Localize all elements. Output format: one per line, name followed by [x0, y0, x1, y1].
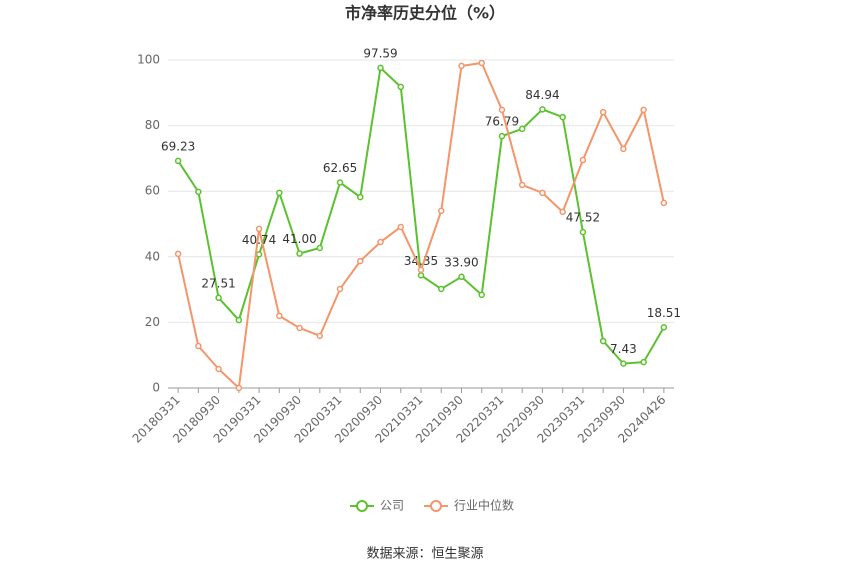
data-label: 27.51: [201, 276, 235, 290]
point: [498, 132, 506, 140]
point: [235, 316, 243, 324]
data-label: 76.79: [485, 115, 519, 129]
data-label: 33.90: [444, 255, 478, 269]
point: [579, 228, 587, 236]
point: [559, 208, 566, 216]
point: [174, 157, 182, 165]
point: [255, 225, 263, 233]
point: [458, 62, 465, 70]
y-tick-label: 100: [137, 53, 160, 67]
point: [478, 59, 485, 67]
point: [276, 312, 283, 320]
chart-title: 市净率历史分位（%）: [345, 4, 505, 23]
point: [296, 250, 303, 257]
point: [417, 266, 425, 274]
legend-item: 公司: [350, 499, 404, 513]
data-label: 40.74: [242, 233, 276, 247]
data-label: 41.00: [282, 232, 316, 246]
data-label: 34.35: [404, 254, 438, 268]
point: [539, 189, 546, 197]
point: [357, 257, 364, 265]
point: [336, 285, 344, 293]
point: [660, 199, 668, 207]
point: [296, 324, 303, 332]
point: [458, 273, 465, 281]
point: [215, 294, 222, 302]
y-tick-label: 0: [152, 381, 160, 395]
point: [397, 223, 405, 231]
point: [599, 337, 607, 345]
point: [478, 291, 485, 299]
legend-label: 公司: [380, 499, 404, 513]
point: [336, 179, 344, 186]
legend-marker: [356, 500, 368, 512]
point: [518, 181, 526, 189]
point: [357, 193, 364, 201]
point: [559, 113, 566, 121]
point: [417, 272, 425, 279]
point: [599, 108, 607, 116]
data-label: 84.94: [525, 88, 559, 102]
source: 数据来源：恒生聚源: [366, 547, 483, 562]
point: [660, 324, 668, 331]
point: [498, 106, 506, 114]
point: [235, 384, 243, 392]
point: [316, 244, 324, 252]
data-label: 97.59: [363, 46, 397, 60]
point: [518, 125, 526, 133]
point: [620, 145, 627, 153]
point: [579, 156, 587, 164]
data-label: 7.43: [610, 342, 637, 356]
point: [437, 285, 445, 293]
point: [316, 332, 324, 340]
point: [437, 207, 445, 215]
y-tick-label: 60: [145, 184, 160, 198]
point: [276, 189, 283, 197]
series-line: [177, 61, 665, 391]
legend-item: 行业中位数: [424, 498, 514, 513]
point: [377, 238, 384, 246]
point: [174, 250, 182, 258]
y-tick-label: 40: [145, 249, 160, 263]
point: [195, 188, 202, 196]
point: [215, 365, 222, 373]
data-label: 47.52: [566, 211, 600, 225]
point: [377, 64, 384, 72]
data-label: 62.65: [323, 161, 357, 175]
point: [640, 106, 647, 114]
point: [255, 251, 263, 258]
point: [640, 358, 647, 366]
data-label: 18.51: [647, 306, 681, 320]
legend-marker: [430, 500, 443, 512]
point: [620, 360, 627, 367]
legend-label: 行业中位数: [454, 498, 514, 513]
y-tick-label: 80: [145, 118, 160, 132]
point: [539, 106, 546, 113]
point: [397, 83, 405, 91]
point: [195, 342, 202, 350]
data-label: 69.23: [161, 139, 195, 153]
y-tick-label: 20: [145, 315, 160, 329]
